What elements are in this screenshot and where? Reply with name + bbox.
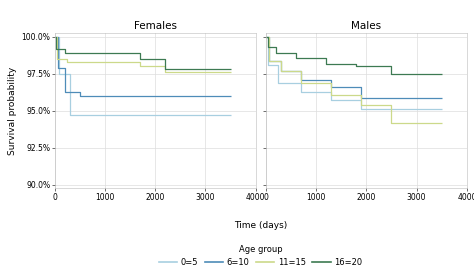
Title: Males: Males [351, 21, 382, 31]
Text: Time (days): Time (days) [234, 221, 287, 230]
Legend: 0=5, 6=10, 11=15, 16=20: 0=5, 6=10, 11=15, 16=20 [156, 241, 365, 270]
Y-axis label: Survival probability: Survival probability [9, 67, 18, 155]
Title: Females: Females [134, 21, 177, 31]
